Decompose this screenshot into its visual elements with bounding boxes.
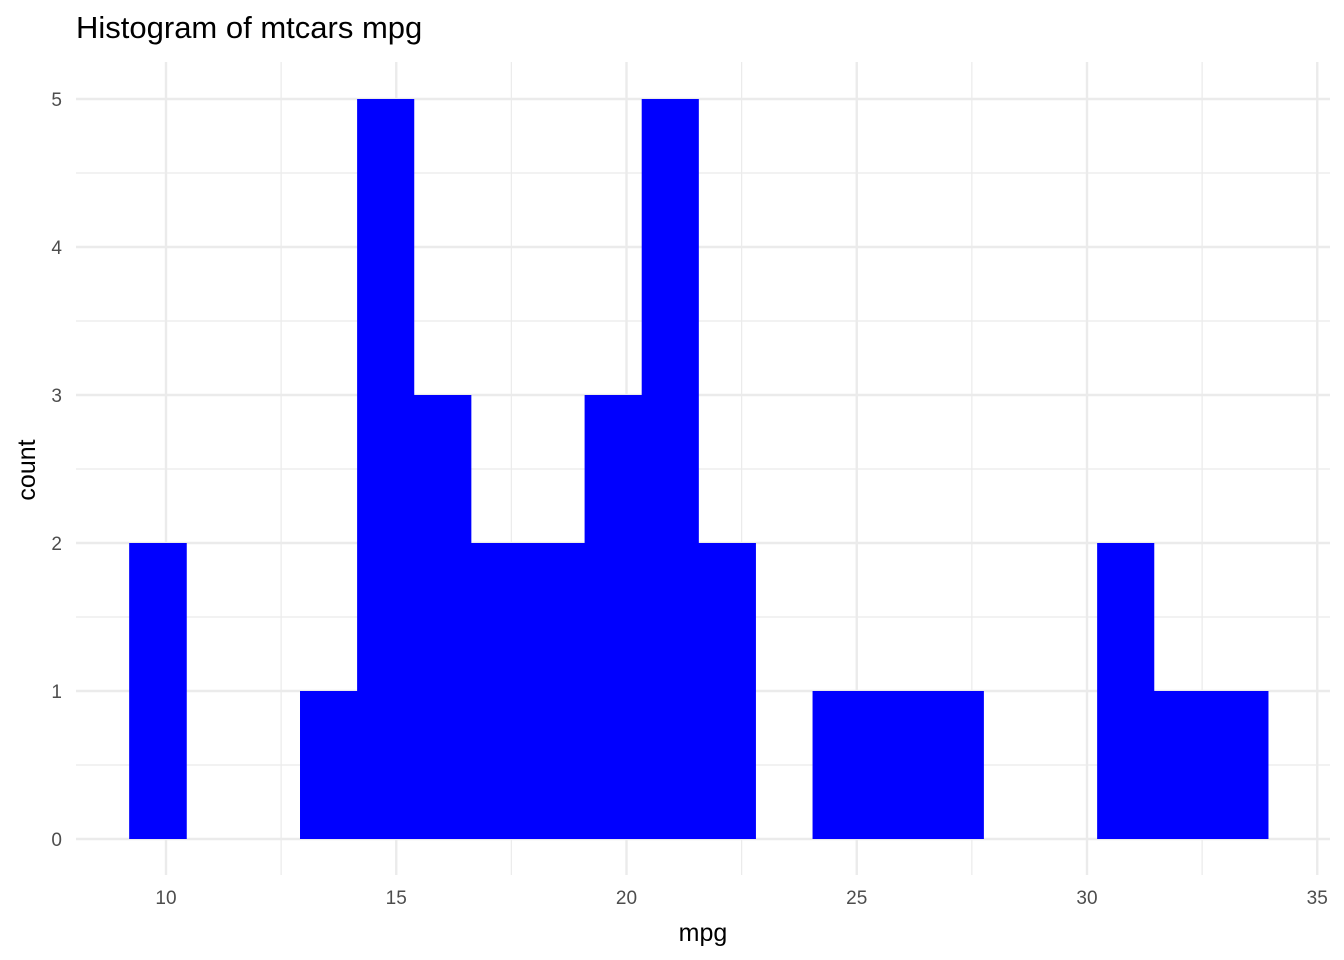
x-tick-label: 30 — [1076, 888, 1097, 909]
y-tick-label: 5 — [51, 90, 62, 111]
histogram-bar — [1153, 691, 1212, 839]
chart-title: Histogram of mtcars mpg — [76, 10, 423, 45]
histogram-bar — [527, 543, 586, 839]
histogram-bars — [129, 99, 1269, 839]
histogram-bar — [300, 691, 358, 839]
histogram-bar — [357, 99, 415, 839]
x-tick-label: 20 — [616, 888, 637, 909]
histogram-bar — [698, 543, 756, 839]
x-tick-label: 10 — [155, 888, 176, 909]
histogram-bar — [1097, 543, 1155, 839]
x-tick-label: 25 — [846, 888, 867, 909]
x-axis-tick-labels: 10 15 20 25 30 35 — [155, 888, 1327, 909]
x-tick-label: 35 — [1307, 888, 1328, 909]
histogram-bar — [812, 691, 870, 839]
histogram-bar — [641, 99, 699, 839]
histogram-bar — [1210, 691, 1269, 839]
y-tick-label: 1 — [51, 682, 62, 703]
y-axis-tick-labels: 0 1 2 3 4 5 — [51, 90, 62, 851]
histogram-bar — [869, 691, 927, 839]
x-axis-title: mpg — [679, 919, 728, 947]
y-tick-label: 3 — [51, 386, 62, 407]
y-tick-label: 4 — [51, 238, 62, 259]
x-tick-label: 15 — [386, 888, 407, 909]
histogram-bar — [470, 543, 528, 839]
histogram-bar — [926, 691, 984, 839]
y-axis-title: count — [13, 439, 41, 500]
histogram-bar — [584, 395, 643, 839]
y-tick-label: 0 — [51, 830, 62, 851]
histogram-bar — [413, 395, 472, 839]
y-tick-label: 2 — [51, 534, 62, 555]
histogram-bar — [129, 543, 187, 839]
